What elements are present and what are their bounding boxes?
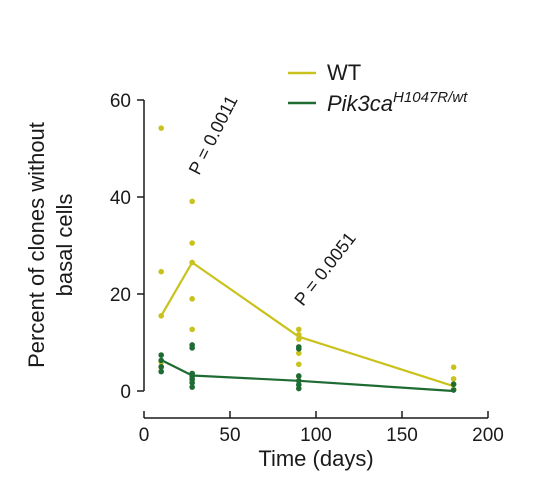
data-point-series-1 xyxy=(296,381,302,388)
data-point-series-0 xyxy=(158,268,164,275)
x-ticks: 0 50 100 150 200 xyxy=(139,411,504,446)
data-point-series-1 xyxy=(189,384,195,390)
data-point-series-1 xyxy=(189,379,195,386)
data-point-series-0 xyxy=(189,296,195,302)
series-lines xyxy=(160,261,454,393)
y-axis-title-line-1: Percent of clones without xyxy=(24,122,49,368)
data-point-series-0 xyxy=(189,259,195,266)
y-ticks: 0 20 40 60 xyxy=(110,91,144,403)
data-point-series-1 xyxy=(189,345,195,351)
legend: WT Pik3caH1047R/wt xyxy=(288,60,468,116)
mean-line-series-0 xyxy=(160,261,454,388)
series-points xyxy=(158,125,457,393)
mean-line-series-1 xyxy=(160,358,454,393)
x-tick-label: 100 xyxy=(300,425,332,446)
data-point-series-1 xyxy=(158,352,164,358)
data-point-series-1 xyxy=(450,381,457,388)
y-tick-label: 40 xyxy=(110,188,131,209)
legend-label-wt: WT xyxy=(327,60,361,85)
data-point-series-1 xyxy=(296,346,302,352)
p-value-annotation-2: P = 0.0051 xyxy=(290,228,359,309)
data-point-series-1 xyxy=(158,368,164,375)
x-tick-label: 150 xyxy=(386,425,418,446)
y-tick-label: 0 xyxy=(120,382,131,403)
legend-label-pik3ca-superscript: H1047R/wt xyxy=(393,89,468,106)
data-point-series-0 xyxy=(158,313,164,319)
legend-label-pik3ca-main: Pik3ca xyxy=(327,91,393,116)
data-point-series-1 xyxy=(158,357,164,364)
data-point-series-0 xyxy=(296,326,302,333)
y-tick-label: 60 xyxy=(110,91,131,112)
data-point-series-0 xyxy=(158,125,164,131)
data-point-series-0 xyxy=(189,198,195,205)
data-point-series-1 xyxy=(296,378,302,384)
data-point-series-0 xyxy=(450,376,457,382)
data-point-series-1 xyxy=(158,363,164,370)
data-point-series-0 xyxy=(296,361,302,368)
data-point-series-0 xyxy=(189,326,195,333)
data-point-series-1 xyxy=(296,385,302,392)
x-axis-title: Time (days) xyxy=(258,446,373,471)
data-point-series-1 xyxy=(450,387,457,393)
data-point-series-0 xyxy=(296,331,302,338)
x-tick-label: 200 xyxy=(472,425,504,446)
y-axis-title-line-2: basal cells xyxy=(52,194,77,297)
data-point-series-0 xyxy=(296,350,302,356)
data-point-series-0 xyxy=(189,240,195,246)
legend-label-pik3ca: Pik3caH1047R/wt xyxy=(327,89,468,116)
x-tick-label: 0 xyxy=(139,425,150,446)
y-tick-label: 20 xyxy=(110,285,131,306)
x-tick-label: 50 xyxy=(219,425,240,446)
data-point-series-1 xyxy=(296,373,302,379)
data-point-series-0 xyxy=(450,364,457,371)
p-value-annotation-1: P = 0.0011 xyxy=(185,92,242,178)
data-point-series-0 xyxy=(296,336,302,342)
